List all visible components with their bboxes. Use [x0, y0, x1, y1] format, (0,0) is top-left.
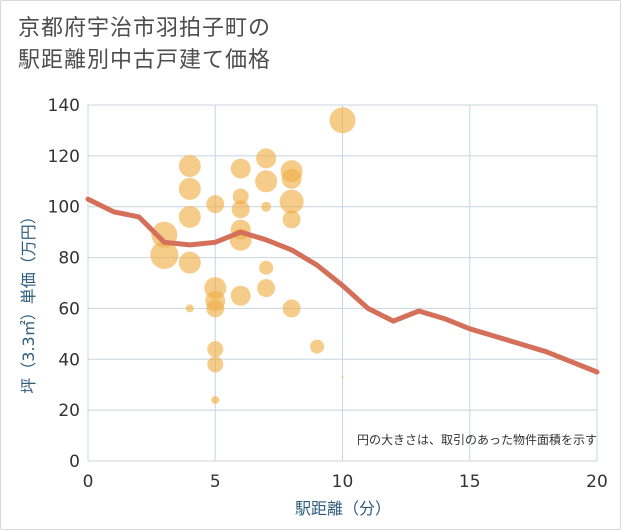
data-bubble — [230, 158, 251, 179]
data-bubble — [178, 177, 201, 200]
y-tick-label: 40 — [58, 350, 80, 370]
data-bubble — [150, 241, 179, 270]
chart-title-line-1: 京都府宇治市羽拍子町の — [18, 16, 272, 41]
y-tick-label: 140 — [48, 96, 80, 116]
data-bubble — [261, 201, 272, 212]
data-bubble — [310, 339, 325, 354]
y-axis-ticks: 0 20 40 60 80 100 120 140 — [48, 96, 80, 472]
data-bubble — [279, 189, 304, 214]
x-axis-ticks: 0 5 10 15 20 — [83, 472, 608, 492]
size-note: 円の大きさは、取引のあった物件面積を示す — [357, 432, 597, 447]
data-bubble — [256, 148, 277, 169]
x-tick-label: 5 — [210, 472, 221, 492]
average-line — [85, 196, 600, 375]
y-tick-label: 120 — [48, 147, 80, 167]
chart-title-line-2: 駅距離別中古戸建て価格 — [18, 48, 272, 73]
data-bubble — [178, 251, 201, 274]
chart-title: 京都府宇治市羽拍子町の 駅距離別中古戸建て価格 — [18, 13, 271, 77]
data-bubble — [207, 341, 224, 358]
y-tick-label: 60 — [58, 299, 80, 319]
data-bubble — [178, 205, 201, 228]
y-tick-label: 80 — [58, 249, 80, 269]
data-bubble — [281, 168, 302, 189]
y-tick-label: 100 — [48, 198, 80, 218]
data-bubble — [185, 304, 194, 313]
average-price-line — [85, 196, 600, 375]
y-axis-label: 坪（3.3㎡）単価（万円） — [19, 208, 38, 393]
data-bubble — [207, 356, 224, 373]
data-bubble — [206, 299, 225, 318]
data-bubble — [231, 200, 250, 219]
x-tick-label: 20 — [586, 472, 608, 492]
y-tick-label: 20 — [58, 401, 80, 421]
data-bubble — [341, 376, 344, 379]
x-axis-label: 駅距離（分） — [295, 499, 391, 518]
x-tick-label: 10 — [332, 472, 354, 492]
y-tick-label: 0 — [69, 452, 80, 472]
x-tick-label: 15 — [459, 472, 481, 492]
grid-lines — [87, 104, 598, 462]
data-bubble — [282, 299, 301, 318]
data-bubble — [259, 260, 274, 275]
data-bubble — [255, 170, 278, 193]
bubbles — [150, 107, 356, 404]
data-bubble — [232, 188, 249, 205]
data-bubble — [178, 155, 201, 178]
data-bubble — [230, 285, 251, 306]
data-bubble — [206, 195, 225, 214]
x-tick-label: 0 — [83, 472, 94, 492]
data-bubble — [329, 107, 356, 134]
data-bubble — [211, 395, 220, 404]
data-bubble — [257, 279, 276, 298]
data-bubble — [282, 210, 301, 229]
